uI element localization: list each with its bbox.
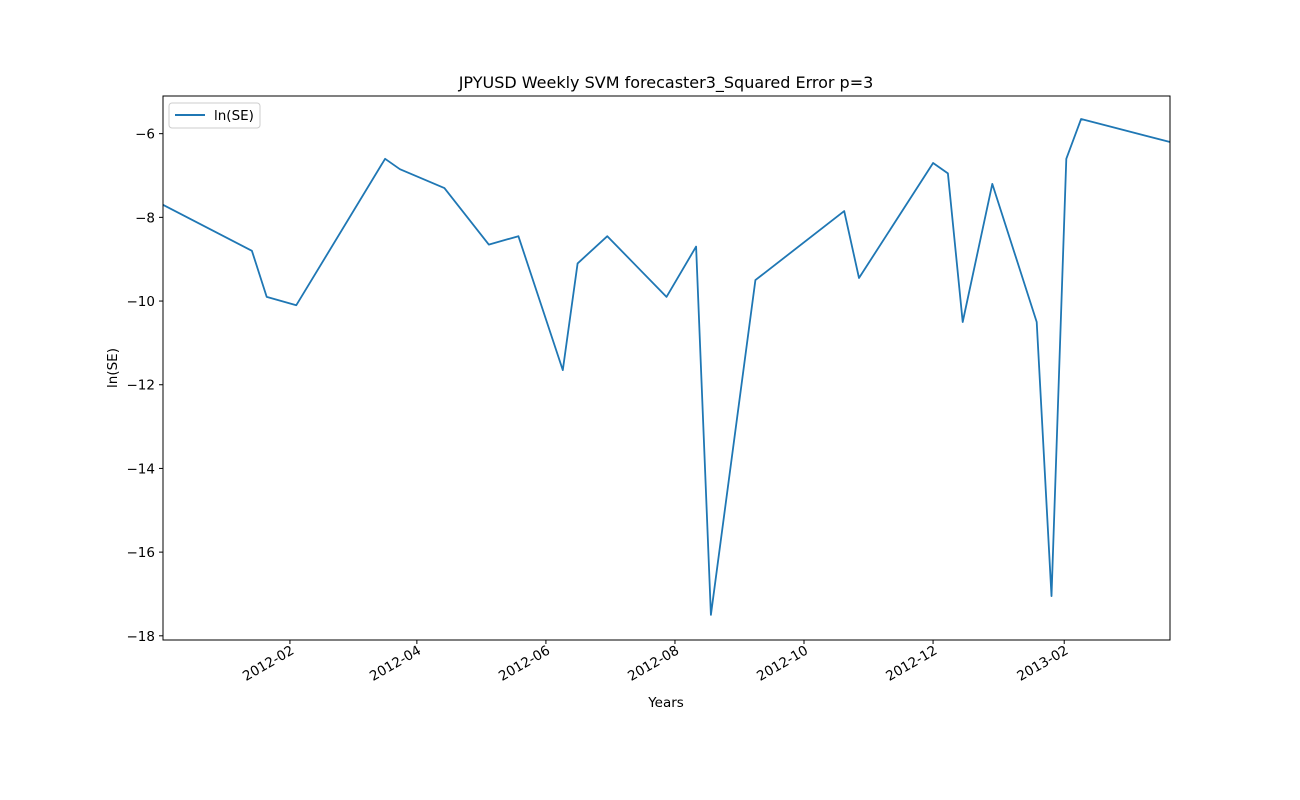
x-tick-label: 2012-06 xyxy=(496,643,553,685)
chart-title: JPYUSD Weekly SVM forecaster3_Squared Er… xyxy=(458,73,874,93)
y-tick-label: −16 xyxy=(127,545,156,561)
x-tick-label: 2012-12 xyxy=(883,643,940,685)
y-tick-label: −10 xyxy=(127,294,156,310)
axes-frame xyxy=(162,95,1171,641)
legend-box xyxy=(168,102,261,129)
y-axis-label: ln(SE) xyxy=(105,348,121,388)
x-tick-label: 2012-04 xyxy=(367,643,424,685)
x-axis: 2012-02 2012-04 2012-06 2012-08 2012-10 2012-… xyxy=(240,640,1071,685)
legend-label: ln(SE) xyxy=(214,108,254,124)
y-tick-label: −8 xyxy=(135,210,155,226)
x-axis-label: Years xyxy=(647,695,684,711)
y-tick-label: −18 xyxy=(127,629,156,645)
series-line xyxy=(162,118,1171,616)
x-tick-label: 2012-02 xyxy=(240,643,297,685)
x-tick-label: 2013-02 xyxy=(1014,643,1071,685)
y-tick-label: −12 xyxy=(127,378,156,394)
y-tick-label: −14 xyxy=(127,461,156,477)
x-tick-label: 2012-10 xyxy=(754,643,811,685)
plot-area xyxy=(162,118,1171,616)
y-axis: −6 −8 −10 −12 −14 −16 −18 xyxy=(127,127,163,645)
x-tick-label: 2012-08 xyxy=(625,643,682,685)
y-tick-label: −6 xyxy=(135,127,155,143)
legend: ln(SE) xyxy=(168,102,261,129)
